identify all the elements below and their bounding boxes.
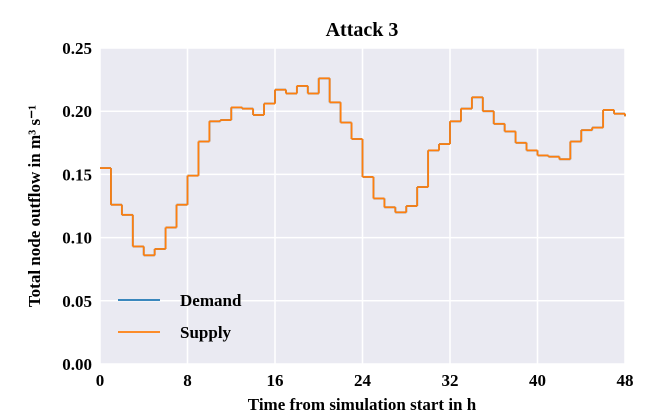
y-tick-label: 0.15 [62, 165, 92, 184]
legend-label: Supply [180, 323, 232, 342]
x-tick-label: 40 [529, 371, 546, 390]
y-axis-label: Total node outflow in m³ s⁻¹ [25, 105, 44, 307]
lines [100, 77, 626, 257]
chart-title: Attack 3 [326, 19, 399, 41]
y-tick-label: 0.20 [62, 102, 92, 121]
y-tick-label: 0.25 [62, 39, 92, 58]
legend: Demand Supply [118, 291, 242, 342]
y-tick-label: 0.00 [62, 355, 92, 374]
x-tick-label: 16 [267, 371, 284, 390]
x-tick-label: 32 [442, 371, 459, 390]
y-tick-label: 0.10 [62, 229, 92, 248]
x-tick-label: 48 [617, 371, 634, 390]
x-tick-label: 0 [96, 371, 105, 390]
x-axis-label: Time from simulation start in h [248, 395, 477, 414]
x-tick-label: 8 [183, 371, 192, 390]
y-tick-label: 0.05 [62, 292, 92, 311]
legend-label: Demand [180, 291, 242, 310]
x-tick-label: 24 [354, 371, 372, 390]
